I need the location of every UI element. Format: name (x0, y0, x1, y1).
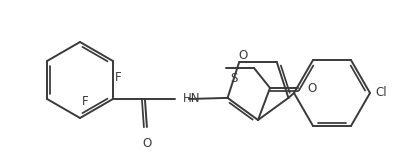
Text: O: O (239, 49, 248, 62)
Text: O: O (142, 137, 151, 150)
Text: F: F (82, 95, 89, 108)
Text: O: O (307, 81, 316, 95)
Text: HN: HN (183, 93, 200, 105)
Text: Cl: Cl (375, 86, 387, 100)
Text: S: S (230, 72, 238, 85)
Text: F: F (115, 71, 122, 84)
